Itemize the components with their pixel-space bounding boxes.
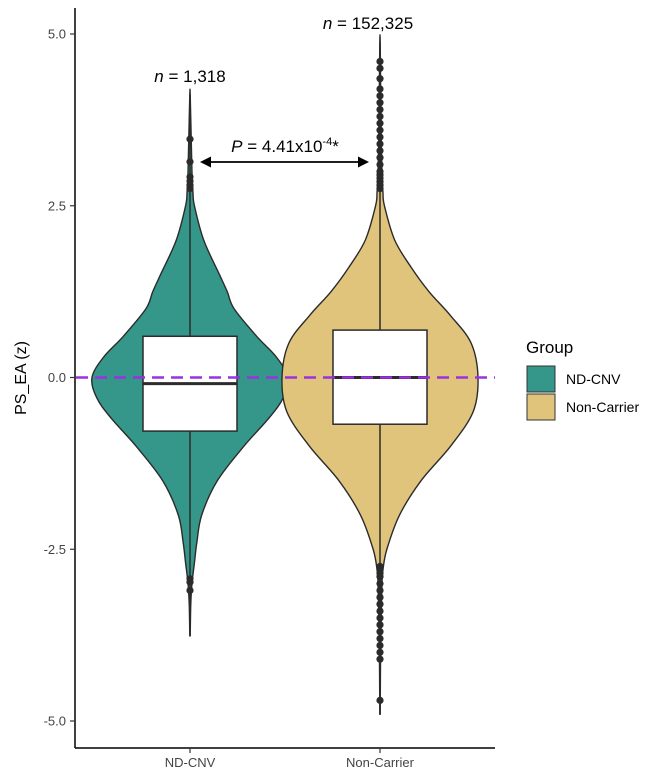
y-axis-title: PS_EA (z) <box>13 341 30 415</box>
outlier-point-non-carrier <box>376 573 384 581</box>
n-value: = 152,325 <box>337 14 413 33</box>
outlier-point-non-carrier <box>376 655 384 663</box>
y-tick-label: 2.5 <box>48 198 66 213</box>
outlier-point-non-carrier <box>376 607 384 615</box>
outlier-point-non-carrier <box>376 634 384 643</box>
outlier-point-non-carrier <box>376 133 384 141</box>
legend: Group ND-CNV Non-Carrier <box>526 338 639 421</box>
outlier-point-non-carrier <box>376 147 384 155</box>
y-tick-label: 5.0 <box>48 27 66 42</box>
legend-title: Group <box>526 338 573 357</box>
n-symbol: n <box>323 14 332 33</box>
p-exponent: -4 <box>322 136 332 148</box>
x-axis-ticks: ND-CNV Non-Carrier <box>165 748 415 769</box>
p-text: = 4.41x10 <box>247 137 322 156</box>
legend-swatch-non-carrier <box>526 393 556 421</box>
outlier-point-nd-cnv <box>186 578 194 586</box>
x-tick-label: ND-CNV <box>165 755 216 769</box>
n-annotation-nd-cnv: n = 1,318 <box>154 67 225 86</box>
outlier-point-non-carrier <box>376 184 384 193</box>
outlier-point-nd-cnv <box>186 135 194 143</box>
p-suffix: * <box>332 137 339 156</box>
y-axis-ticks: 5.0 2.5 0.0 -2.5 -5.0 <box>44 27 75 729</box>
outlier-point-nd-cnv <box>186 158 194 166</box>
plot-area <box>76 33 495 715</box>
outlier-point-non-carrier <box>376 119 384 127</box>
outlier-point-non-carrier <box>376 580 384 588</box>
outlier-point-nd-cnv <box>186 184 194 193</box>
outlier-point-non-carrier <box>376 126 384 134</box>
comparison-arrow <box>200 156 369 168</box>
n-annotation-non-carrier: n = 152,325 <box>323 14 413 33</box>
outlier-point-non-carrier <box>376 140 384 148</box>
outlier-point-non-carrier <box>376 621 384 629</box>
outlier-point-non-carrier <box>376 64 384 72</box>
outlier-point-non-carrier <box>376 99 384 107</box>
n-symbol: n <box>154 67 163 86</box>
outlier-point-non-carrier <box>376 75 384 83</box>
legend-label-nd-cnv: ND-CNV <box>566 371 621 387</box>
outlier-point-non-carrier <box>376 593 384 601</box>
y-tick-label: -2.5 <box>44 542 66 557</box>
outlier-point-non-carrier <box>376 92 384 100</box>
y-tick-label: 0.0 <box>48 370 66 385</box>
x-tick-label: Non-Carrier <box>346 755 415 769</box>
outlier-point-non-carrier <box>376 696 384 704</box>
outlier-point-non-carrier <box>376 600 384 608</box>
outlier-point-non-carrier <box>376 628 384 636</box>
n-value: = 1,318 <box>169 67 226 86</box>
outlier-point-non-carrier <box>376 648 384 656</box>
outlier-point-non-carrier <box>376 160 384 169</box>
outlier-point-non-carrier <box>376 641 384 650</box>
p-symbol: P <box>231 137 243 156</box>
outlier-point-non-carrier <box>376 57 384 66</box>
outlier-point-nd-cnv <box>186 586 194 595</box>
p-value-label: P = 4.41x10-4* <box>231 136 339 156</box>
outlier-point-non-carrier <box>376 105 384 114</box>
legend-label-non-carrier: Non-Carrier <box>566 399 639 415</box>
outlier-point-non-carrier <box>376 85 384 93</box>
outlier-point-non-carrier <box>376 154 384 162</box>
legend-swatch-nd-cnv <box>526 365 556 393</box>
outlier-point-non-carrier <box>376 586 384 595</box>
outlier-point-non-carrier <box>376 614 384 622</box>
outlier-point-non-carrier <box>376 112 384 121</box>
y-tick-label: -5.0 <box>44 714 66 729</box>
